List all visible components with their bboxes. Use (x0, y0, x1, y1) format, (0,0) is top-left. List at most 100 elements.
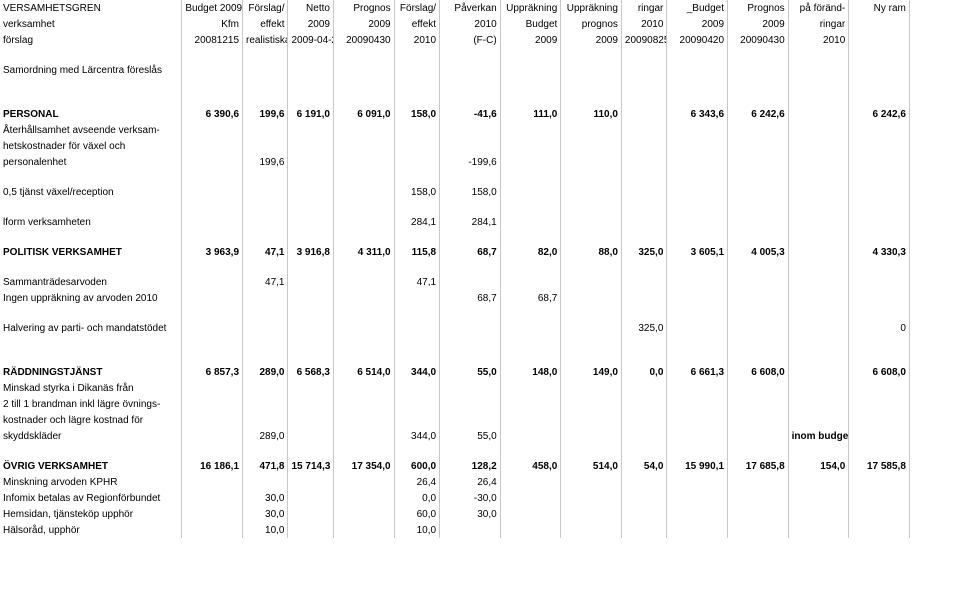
cell (288, 320, 333, 336)
cell: 30,0 (440, 506, 501, 522)
cell: 128,2 (440, 458, 501, 474)
cell (288, 154, 333, 170)
cell (333, 122, 394, 138)
cell: 30,0 (243, 490, 288, 506)
cell: 284,1 (394, 214, 439, 230)
cell (288, 490, 333, 506)
cell (440, 48, 501, 62)
cell (667, 260, 728, 274)
cell (500, 154, 561, 170)
cell (849, 490, 910, 506)
cell (500, 474, 561, 490)
cell (394, 62, 439, 78)
cell: 111,0 (500, 106, 561, 122)
cell: Ny ram (849, 0, 910, 16)
cell (288, 506, 333, 522)
row-label: Halvering av parti- och mandatstödet (0, 320, 182, 336)
cell (621, 48, 666, 62)
cell (440, 444, 501, 458)
cell (728, 444, 789, 458)
cell (788, 122, 849, 138)
cell: 158,0 (394, 106, 439, 122)
cell: 199,6 (243, 106, 288, 122)
cell (288, 138, 333, 154)
cell (561, 428, 622, 444)
cell: Kfm (182, 16, 243, 32)
cell: 20090430 (728, 32, 789, 48)
cell: 6 608,0 (728, 364, 789, 380)
cell: 68,7 (440, 290, 501, 306)
cell (561, 290, 622, 306)
cell (849, 380, 910, 396)
cell (909, 0, 960, 16)
cell (909, 184, 960, 200)
cell (909, 244, 960, 260)
cell (333, 474, 394, 490)
cell (333, 320, 394, 336)
cell: 10,0 (394, 522, 439, 538)
row-label: Återhållsamhet avseende verksam- (0, 122, 182, 138)
cell (394, 170, 439, 184)
cell: 47,1 (243, 274, 288, 290)
cell (288, 62, 333, 78)
cell (788, 350, 849, 364)
cell: 344,0 (394, 364, 439, 380)
cell (909, 154, 960, 170)
cell: Netto (288, 0, 333, 16)
cell (788, 380, 849, 396)
cell: (F-C) (440, 32, 501, 48)
cell (728, 336, 789, 350)
cell (182, 474, 243, 490)
cell (561, 490, 622, 506)
cell: Budget 2009 (182, 0, 243, 16)
row-label: RÄDDNINGSTJÄNST (0, 364, 182, 380)
cell (909, 506, 960, 522)
cell (288, 428, 333, 444)
cell: 4 311,0 (333, 244, 394, 260)
cell (788, 154, 849, 170)
cell (500, 506, 561, 522)
cell (909, 458, 960, 474)
cell (182, 92, 243, 106)
cell (667, 490, 728, 506)
cell: 3 963,9 (182, 244, 243, 260)
cell: 17 354,0 (333, 458, 394, 474)
cell (728, 184, 789, 200)
cell (849, 230, 910, 244)
cell (243, 78, 288, 92)
row-label (0, 306, 182, 320)
cell: Uppräkning (500, 0, 561, 16)
cell (667, 396, 728, 412)
cell: prognos (561, 16, 622, 32)
cell (849, 396, 910, 412)
cell: 68,7 (500, 290, 561, 306)
cell (182, 320, 243, 336)
cell (182, 78, 243, 92)
cell: 15 990,1 (667, 458, 728, 474)
cell: ringar (788, 16, 849, 32)
cell (243, 260, 288, 274)
cell: 68,7 (440, 244, 501, 260)
cell (909, 48, 960, 62)
cell (182, 506, 243, 522)
cell (333, 412, 394, 428)
cell (621, 62, 666, 78)
row-label: 0,5 tjänst växel/reception (0, 184, 182, 200)
cell (621, 428, 666, 444)
cell (728, 350, 789, 364)
cell (182, 230, 243, 244)
cell (333, 138, 394, 154)
cell (333, 260, 394, 274)
cell (561, 78, 622, 92)
row-label: förslag (0, 32, 182, 48)
cell (667, 138, 728, 154)
cell (440, 122, 501, 138)
cell: -30,0 (440, 490, 501, 506)
cell (182, 170, 243, 184)
cell (788, 306, 849, 320)
row-label: Hälsoråd, upphör (0, 522, 182, 538)
row-label (0, 260, 182, 274)
cell (333, 184, 394, 200)
cell (333, 214, 394, 230)
cell (182, 138, 243, 154)
